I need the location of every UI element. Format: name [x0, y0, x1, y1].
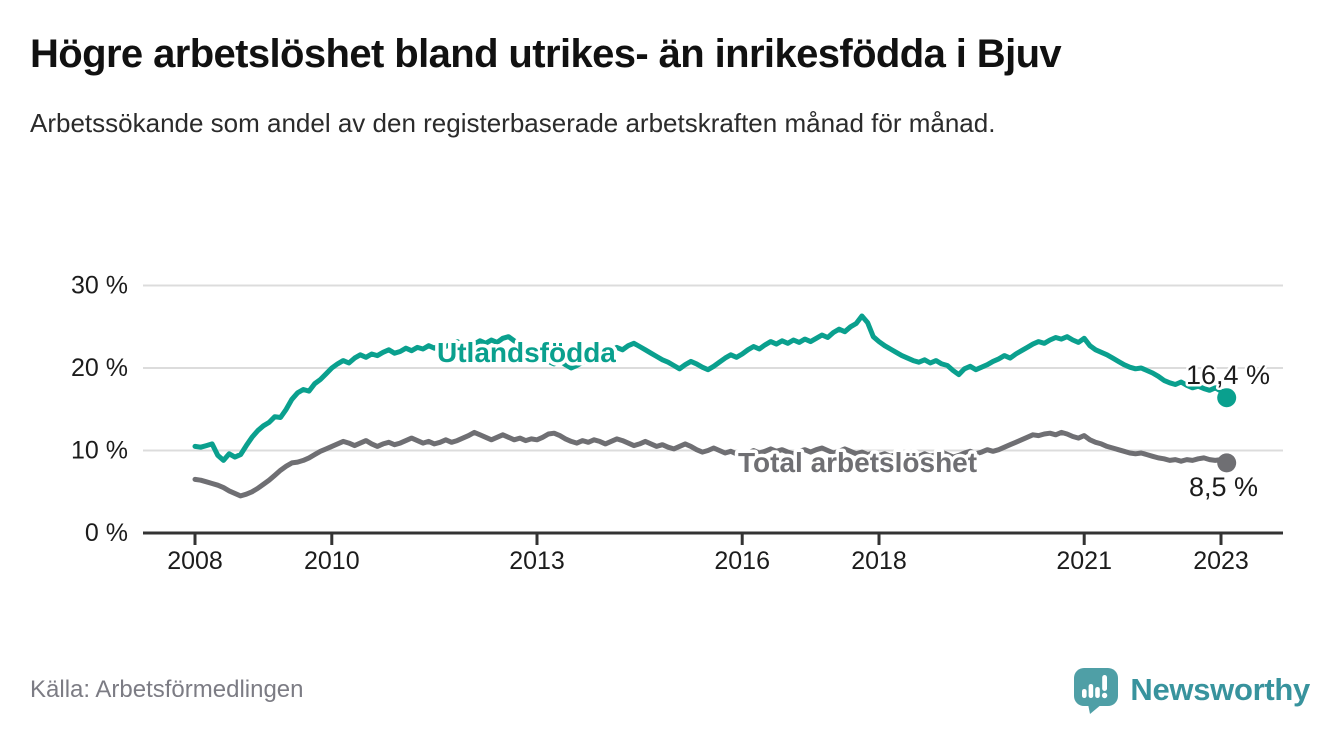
x-axis-label-2018: 2018 — [851, 547, 907, 575]
logo-wordmark: Newsworthy — [1130, 672, 1310, 707]
x-axis-label-2008: 2008 — [167, 547, 223, 575]
total-end-dot — [1217, 453, 1237, 473]
y-axis-label-0: 0 % — [85, 519, 128, 547]
x-axis-label-2021: 2021 — [1056, 547, 1112, 575]
total-arbetsloshet-line — [192, 429, 1230, 499]
series-label-total-arbetsloshet: Total arbetslöshet — [738, 447, 977, 478]
y-axis-label-30: 30 % — [71, 272, 128, 300]
x-axis-label-2016: 2016 — [714, 547, 770, 575]
axes: 0 % 10 % 20 % 30 % 2008 2010 2013 2016 2018 2021 2… — [71, 272, 1283, 575]
newsworthy-logo: Newsworthy — [1072, 666, 1310, 714]
page-title: Högre arbetslöshet bland utrikes- än inr… — [30, 32, 1062, 76]
bar-chart-speech-bubble-icon — [1074, 668, 1119, 714]
series-lines — [192, 313, 1237, 499]
series-label-utlandsfodda: Utlandsfödda — [437, 337, 616, 368]
unemployment-line-chart: 0 % 10 % 20 % 30 % 2008 2010 2013 2016 2018 2021 2… — [71, 272, 1283, 575]
chart-area: 0 % 10 % 20 % 30 % 2008 2010 2013 2016 2018 2021 2… — [0, 255, 1340, 605]
chart-header: Högre arbetslöshet bland utrikes- än inr… — [0, 0, 1340, 141]
utlandsfodda-end-dot — [1217, 388, 1237, 408]
x-axis-label-2023: 2023 — [1193, 547, 1249, 575]
chart-subtitle: Arbetssökande som andel av den registerb… — [30, 107, 996, 138]
end-value-label-utlandsfodda: 16,4 % — [1186, 360, 1270, 390]
source-attribution: Källa: Arbetsförmedlingen — [30, 676, 304, 703]
x-axis-label-2013: 2013 — [509, 547, 565, 575]
y-axis-label-10: 10 % — [71, 437, 128, 465]
x-axis-label-2010: 2010 — [304, 547, 360, 575]
chart-footer: Källa: Arbetsförmedlingen Newsworthy — [0, 664, 1340, 716]
y-axis-label-20: 20 % — [71, 354, 128, 382]
utlandsfodda-line — [192, 313, 1230, 463]
end-value-label-total: 8,5 % — [1189, 472, 1258, 502]
